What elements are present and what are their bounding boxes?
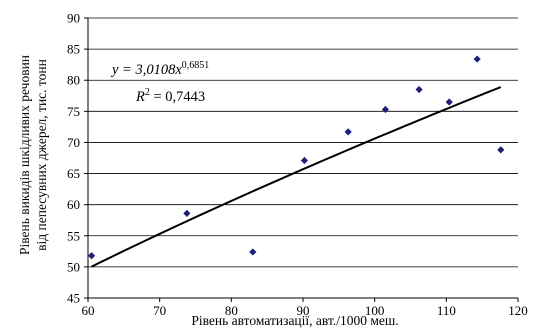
- trend-equation-main: y = 3,0108x: [110, 62, 182, 78]
- y-tick-label: 65: [67, 166, 80, 181]
- trend-equation: y = 3,0108x0,6851: [110, 60, 209, 78]
- y-axis-title-line1: Рівень викидів шкідливих речовин: [17, 55, 32, 255]
- y-axis-title-line2: від пепесувних джерел, тис. тонн: [34, 59, 49, 251]
- x-tick-label: 100: [365, 303, 385, 318]
- y-tick-label: 90: [67, 11, 80, 26]
- trendline: [91, 86, 502, 268]
- y-tick-labels: 45 50 55 60 65 70 75 80 85 90: [67, 11, 80, 306]
- data-point: [381, 105, 390, 114]
- y-tick-label: 45: [67, 291, 80, 306]
- x-tick-label: 120: [508, 303, 528, 318]
- y-tick-label: 60: [67, 197, 80, 212]
- r-squared-exponent: 2: [145, 87, 150, 98]
- y-tick-label: 55: [67, 228, 80, 243]
- data-point: [249, 248, 257, 256]
- r-squared-symbol: R: [135, 89, 145, 105]
- r-squared-value: = 0,7443: [150, 89, 205, 105]
- data-point: [344, 128, 352, 136]
- x-tick-label: 90: [297, 303, 310, 318]
- data-point: [87, 252, 96, 260]
- y-tick-label: 70: [67, 135, 80, 150]
- data-point: [300, 156, 309, 165]
- x-tick-label: 110: [437, 303, 456, 318]
- data-point: [183, 209, 191, 217]
- x-tick-labels: 60 70 80 90 100 110 120: [82, 303, 528, 318]
- x-axis-title: Рівень автоматизації, авт./1000 меш.: [191, 313, 398, 328]
- x-tick-label: 60: [82, 303, 95, 318]
- x-tick-label: 80: [225, 303, 238, 318]
- data-point: [415, 85, 423, 94]
- x-tick-label: 70: [153, 303, 166, 318]
- y-tick-label: 75: [67, 104, 80, 119]
- data-point: [445, 98, 453, 106]
- data-points: [87, 55, 505, 260]
- axes: [84, 17, 519, 302]
- gridlines: [88, 17, 518, 299]
- y-tick-label: 50: [67, 259, 80, 274]
- y-axis-title: Рівень викидів шкідливих речовин від пеп…: [17, 55, 49, 255]
- trend-equation-exponent: 0,6851: [182, 60, 210, 71]
- y-tick-label: 85: [67, 42, 80, 57]
- r-squared: R2 = 0,7443: [135, 87, 205, 105]
- y-tick-label: 80: [67, 73, 80, 88]
- data-point: [473, 55, 481, 63]
- data-point: [497, 146, 505, 154]
